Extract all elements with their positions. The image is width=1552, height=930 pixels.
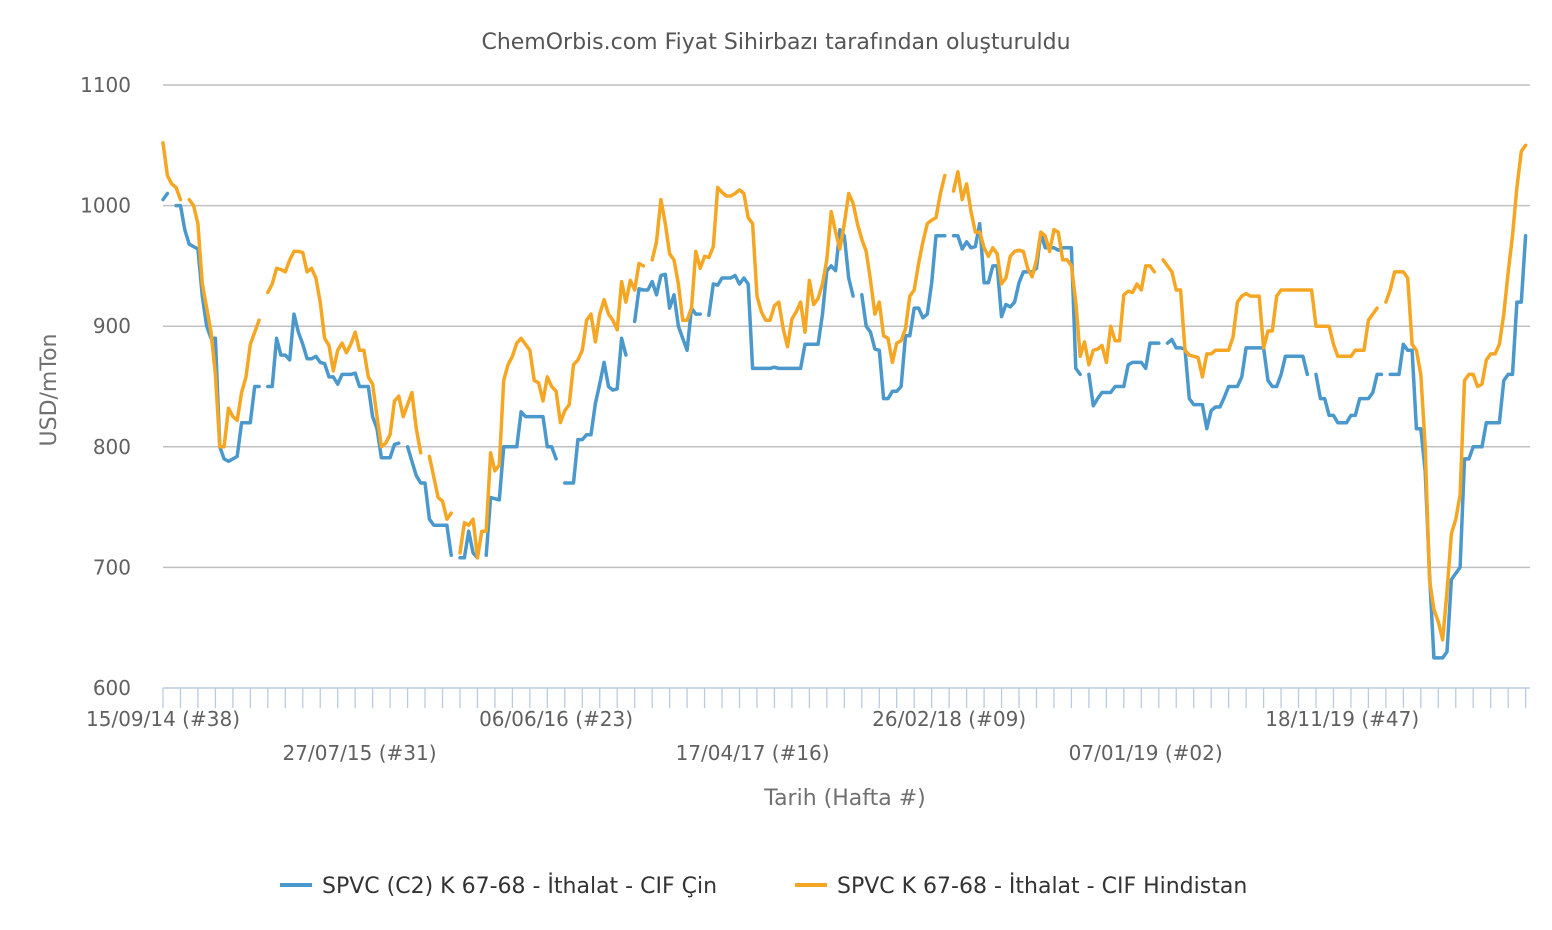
legend: SPVC (C2) K 67-68 - İthalat - CIF Çin SP… <box>280 873 1247 899</box>
legend-label-china: SPVC (C2) K 67-68 - İthalat - CIF Çin <box>322 873 717 899</box>
y-axis-title: USD/mTon <box>37 334 62 447</box>
x-tick-label: 15/09/14 (#38) <box>86 707 240 731</box>
y-tick-label: 1000 <box>80 194 131 218</box>
legend-item-china[interactable]: SPVC (C2) K 67-68 - İthalat - CIF Çin <box>280 873 717 899</box>
x-tick-label: 26/02/18 (#09) <box>872 707 1026 731</box>
legend-item-india[interactable]: SPVC K 67-68 - İthalat - CIF Hindistan <box>795 873 1247 899</box>
y-tick-label: 1100 <box>80 73 131 97</box>
x-axis: 15/09/14 (#38) 27/07/15 (#31) 06/06/16 (#2… <box>86 687 1530 765</box>
x-tick-label: 17/04/17 (#16) <box>676 741 830 765</box>
series-line-0[interactable] <box>161 191 1528 660</box>
x-tick-label: 27/07/15 (#31) <box>283 741 437 765</box>
series-lines <box>161 141 1528 660</box>
chart-title: ChemOrbis.com Fiyat Sihirbazı tarafından… <box>481 30 1070 55</box>
y-axis-ticks: 600 700 800 900 1000 1100 <box>80 73 131 700</box>
y-tick-label: 800 <box>93 435 131 459</box>
x-axis-title: Tarih (Hafta #) <box>763 786 925 811</box>
legend-label-india: SPVC K 67-68 - İthalat - CIF Hindistan <box>837 873 1247 899</box>
gridlines <box>163 84 1530 569</box>
x-tick-label: 18/11/19 (#47) <box>1265 707 1419 731</box>
y-tick-label: 600 <box>93 676 131 700</box>
y-tick-label: 900 <box>93 314 131 338</box>
series-line-1[interactable] <box>161 141 1528 642</box>
y-tick-label: 700 <box>93 555 131 579</box>
x-tick-label: 07/01/19 (#02) <box>1069 741 1223 765</box>
x-tick-label: 06/06/16 (#23) <box>479 707 633 731</box>
